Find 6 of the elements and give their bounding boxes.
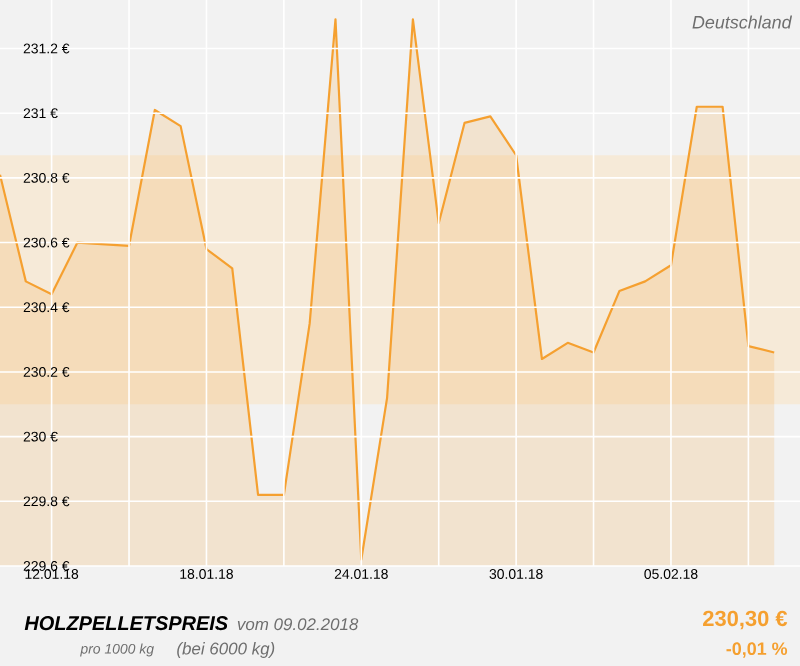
text: 230,30 €: [703, 610, 788, 630]
text: vom 09.02.2018: [237, 618, 359, 631]
annotation: Deutschland: [692, 15, 793, 29]
text: -0,01 %: [726, 642, 788, 658]
text: HOLZPELLETSPREIS: [24, 616, 228, 631]
text: (bei 6000 kg): [177, 642, 275, 658]
